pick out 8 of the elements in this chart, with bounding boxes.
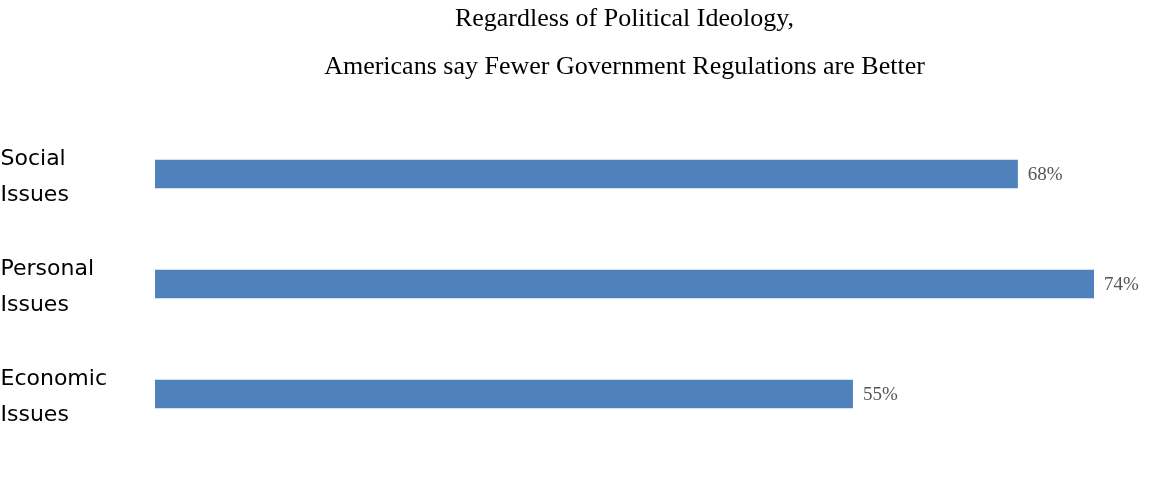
- y-tick-label: Economic Issues: [0, 365, 107, 426]
- data-label: 74%: [1104, 273, 1139, 294]
- data-label: 68%: [1027, 163, 1063, 184]
- text: Americans say Fewer Government Regulations are Better: [324, 51, 925, 80]
- data-label: 55%: [862, 383, 898, 404]
- y-tick-label: Social Issues: [0, 145, 69, 206]
- text: Regardless of Political Ideology,: [454, 3, 795, 32]
- y-tick-label: Personal Issues: [0, 255, 95, 316]
